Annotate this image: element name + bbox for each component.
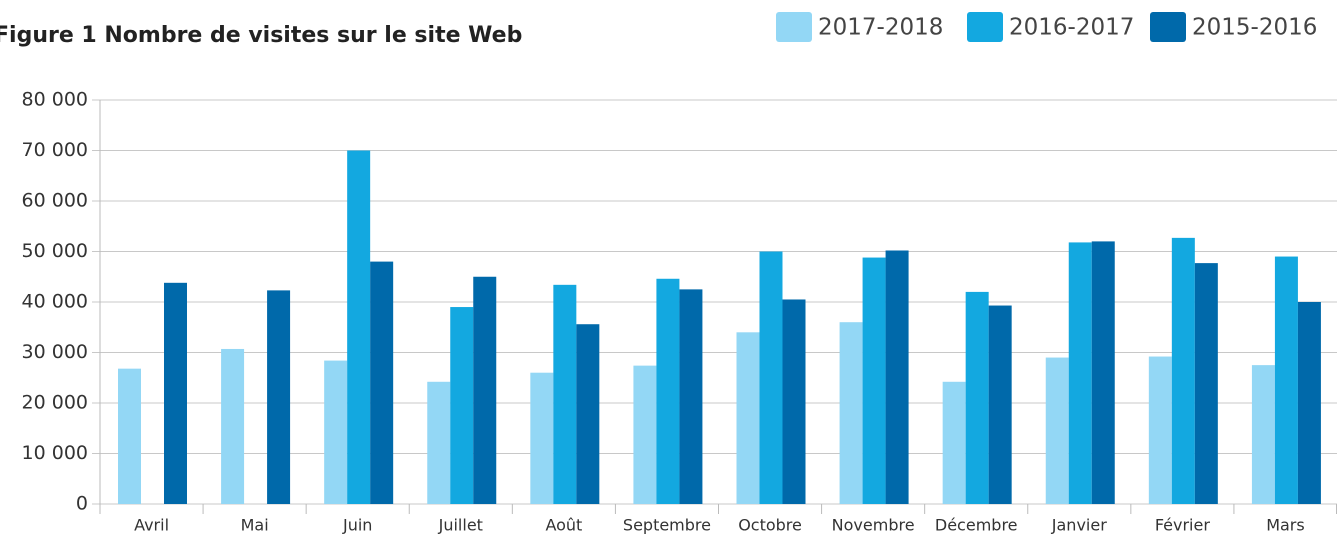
x-tick-label: Mars <box>1266 516 1305 535</box>
legend-label: 2017-2018 <box>818 15 943 41</box>
bar <box>118 368 141 504</box>
legend-swatch <box>1150 12 1186 42</box>
bar <box>656 278 680 504</box>
x-tick-label: Septembre <box>623 516 711 535</box>
bar <box>1251 365 1275 504</box>
bar <box>885 250 909 504</box>
bar <box>221 348 245 504</box>
bar <box>1194 263 1218 504</box>
bar <box>1045 357 1069 504</box>
y-tick-label: 50 000 <box>22 240 88 262</box>
x-tick-label: Novembre <box>832 516 915 535</box>
bar <box>679 289 703 504</box>
x-tick-label: Mai <box>241 516 269 535</box>
bar <box>1091 241 1115 504</box>
x-tick-label: Juin <box>342 516 372 535</box>
y-tick-label: 80 000 <box>22 89 88 111</box>
x-tick-label: Avril <box>134 516 169 535</box>
x-tick-label: Août <box>545 516 582 535</box>
x-tick-label: Octobre <box>738 516 802 535</box>
x-tick-label: Janvier <box>1051 516 1107 535</box>
bar <box>839 322 863 504</box>
bar <box>862 257 886 504</box>
y-tick-label: 10 000 <box>22 442 88 464</box>
bar <box>988 305 1012 504</box>
legend-swatch <box>776 12 812 42</box>
bar <box>553 284 577 504</box>
bar <box>370 261 394 504</box>
legend-swatch <box>967 12 1003 42</box>
x-tick-label: Février <box>1155 516 1211 535</box>
bar <box>530 372 554 504</box>
chart-title: Figure 1 Nombre de visites sur le site W… <box>0 23 522 48</box>
bar <box>473 276 497 504</box>
bar <box>759 251 783 504</box>
bar <box>1274 256 1298 504</box>
y-tick-label: 0 <box>76 493 88 515</box>
legend-label: 2015-2016 <box>1192 15 1317 41</box>
bar <box>1171 237 1195 505</box>
y-tick-label: 20 000 <box>22 392 88 414</box>
x-tick-label: Juillet <box>438 516 483 535</box>
bar <box>427 381 451 504</box>
bar <box>1148 356 1172 504</box>
bar <box>347 150 371 504</box>
bar <box>965 291 989 504</box>
y-tick-label: 70 000 <box>22 139 88 161</box>
bar <box>942 381 966 504</box>
bar <box>736 332 760 504</box>
y-tick-label: 60 000 <box>22 190 88 212</box>
bar <box>1068 242 1092 504</box>
bar <box>450 307 474 504</box>
y-tick-label: 30 000 <box>22 341 88 363</box>
bar <box>782 299 806 504</box>
legend-label: 2016-2017 <box>1009 15 1134 41</box>
bar <box>1297 302 1321 504</box>
bar <box>576 324 600 504</box>
x-tick-label: Décembre <box>935 516 1018 535</box>
bar <box>324 360 348 504</box>
bar <box>164 282 187 504</box>
y-tick-label: 40 000 <box>22 291 88 313</box>
bar <box>267 290 291 504</box>
bar <box>633 365 657 504</box>
